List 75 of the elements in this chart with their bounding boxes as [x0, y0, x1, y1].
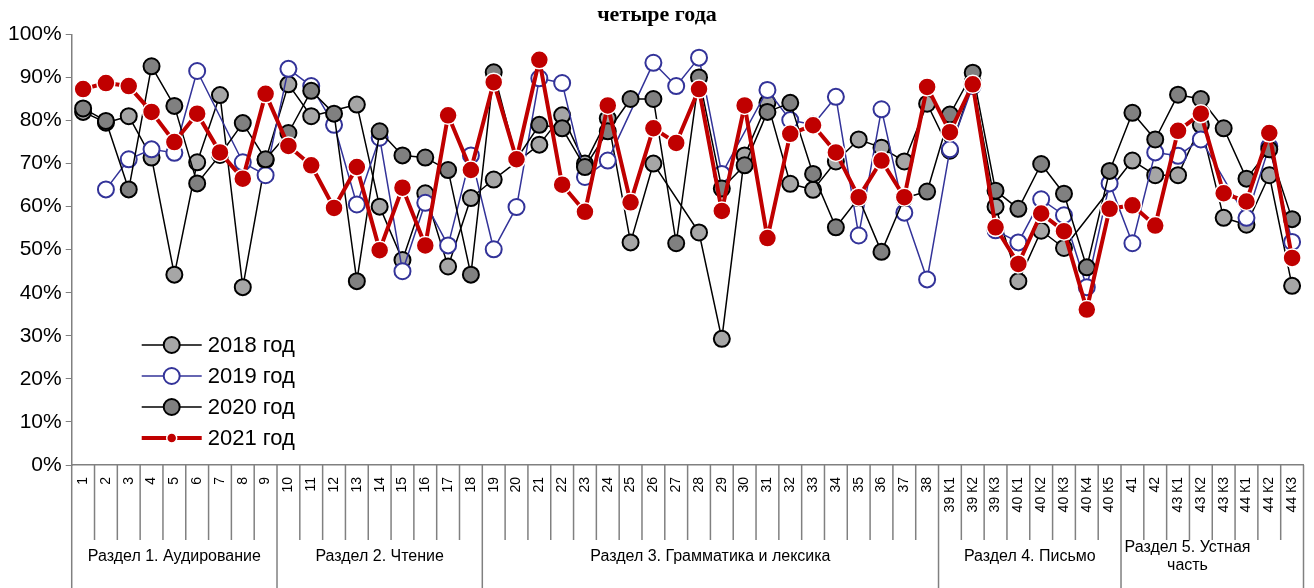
y-tick-label: 10%: [19, 408, 62, 432]
x-tick-label: 25: [621, 476, 638, 493]
x-tick-label: 37: [895, 476, 912, 493]
x-tick-label: 40 К1: [1009, 476, 1026, 513]
x-tick-label: 19: [484, 476, 501, 493]
x-tick-label: 43 К3: [1214, 476, 1231, 513]
y-tick-label: 100%: [7, 21, 62, 45]
text: Раздел 5. Устная часть: [1124, 538, 1251, 574]
y-tick-label: 70%: [19, 150, 62, 174]
x-tick-label: 44 К2: [1260, 476, 1277, 513]
x-tick-label: 40 К5: [1100, 476, 1117, 513]
x-tick-label: 44 К3: [1282, 476, 1299, 513]
x-tick-label: 40 К3: [1054, 476, 1071, 513]
x-tick-label: 23: [575, 476, 592, 493]
x-tick-label: 9: [256, 476, 273, 485]
x-tick-label: 14: [370, 476, 387, 493]
x-tick-label: 34: [826, 476, 843, 493]
x-tick-label: 10: [279, 476, 296, 493]
y-tick-label: 40%: [19, 279, 62, 303]
x-tick-label: 44 К1: [1237, 476, 1254, 513]
x-tick-label: 15: [393, 476, 410, 493]
x-tick-label: 3: [119, 476, 136, 485]
x-tick-label: 40 К4: [1077, 476, 1094, 513]
legend-label: 2020 год: [207, 394, 296, 420]
x-tick-label: 11: [302, 476, 319, 492]
x-tick-label: 43 К2: [1191, 476, 1208, 513]
legend-label: 2019 год: [207, 363, 296, 389]
y-tick-label: 90%: [19, 64, 62, 88]
x-tick-label: 22: [553, 476, 569, 493]
x-tick-label: 17: [438, 476, 455, 493]
x-tick-label: 27: [667, 476, 684, 493]
x-tick-label: 24: [598, 476, 615, 493]
x-tick-label: 38: [917, 476, 934, 493]
text: Раздел 4. Письмо: [963, 547, 1096, 565]
x-tick-label: 21: [530, 476, 547, 493]
x-tick-label: 43 К1: [1168, 476, 1185, 513]
x-tick-label: 2: [96, 476, 113, 485]
x-tick-label: 40 К2: [1032, 476, 1049, 513]
text: Раздел 2. Чтение: [315, 547, 445, 565]
text: Раздел 1. Аудирование: [87, 547, 261, 565]
y-tick-label: 30%: [19, 322, 62, 346]
x-tick-label: 35: [849, 476, 866, 493]
x-tick-label: 16: [416, 476, 433, 493]
x-tick-label: 8: [233, 476, 250, 485]
x-tick-label: 30: [735, 476, 752, 493]
x-tick-label: 12: [324, 476, 341, 493]
y-tick-label: 0%: [31, 451, 62, 475]
x-tick-label: 39 К2: [963, 476, 980, 513]
y-tick-label: 80%: [19, 107, 62, 131]
y-tick-label: 60%: [19, 193, 62, 217]
x-tick-label: 26: [644, 476, 661, 493]
x-tick-label: 29: [712, 476, 729, 493]
y-tick-label: 20%: [19, 365, 62, 389]
x-tick-label: 7: [210, 476, 227, 485]
legend-label: 2021 год: [207, 425, 296, 451]
x-tick-label: 5: [165, 476, 182, 485]
x-tick-label: 33: [803, 476, 820, 493]
x-tick-label: 32: [781, 476, 798, 493]
text: Раздел 3. Грамматика и лексика: [590, 547, 831, 565]
x-tick-label: 13: [347, 476, 364, 493]
legend-label: 2018 год: [207, 332, 296, 358]
x-tick-label: 36: [872, 476, 889, 493]
x-tick-label: 39 К1: [940, 476, 957, 513]
x-tick-label: 4: [142, 476, 159, 485]
x-tick-label: 31: [758, 476, 775, 493]
x-tick-label: 6: [188, 476, 205, 485]
x-tick-label: 1: [73, 476, 90, 485]
y-tick-label: 50%: [19, 236, 62, 260]
x-tick-label: 39 К3: [986, 476, 1003, 513]
x-tick-label: 18: [461, 476, 478, 493]
chart-title: четыре года: [597, 0, 717, 26]
x-tick-label: 28: [689, 476, 706, 493]
x-tick-label: 42: [1146, 476, 1163, 493]
x-tick-label: 41: [1123, 476, 1140, 493]
x-tick-label: 20: [507, 476, 524, 493]
